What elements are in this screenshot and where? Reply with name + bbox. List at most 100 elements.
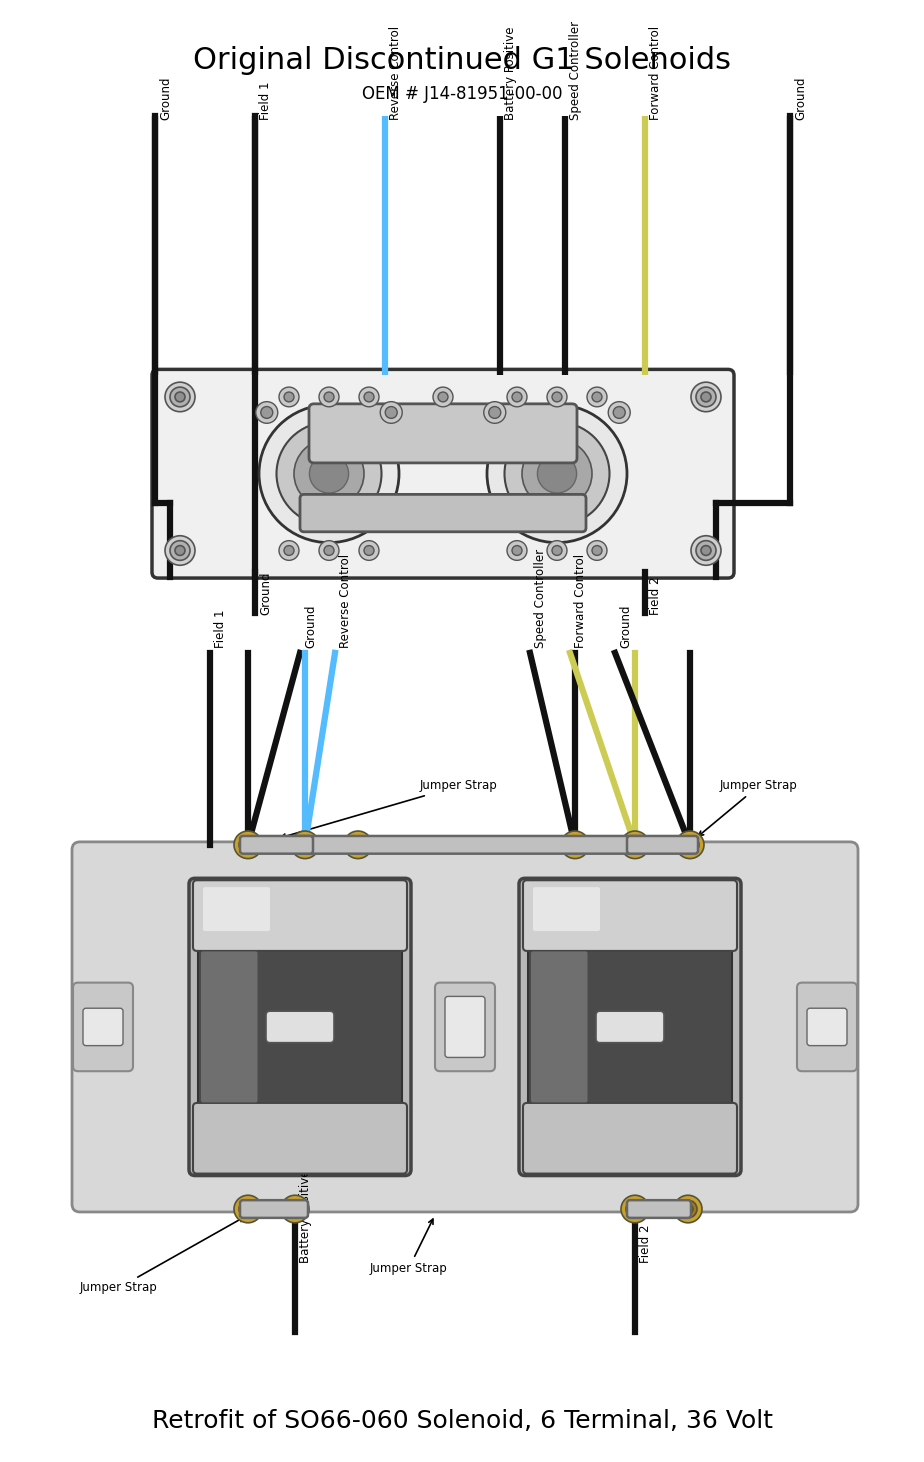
Circle shape bbox=[286, 1200, 304, 1218]
Text: Jumper Strap: Jumper Strap bbox=[281, 779, 498, 839]
Text: Forward Control: Forward Control bbox=[574, 554, 587, 648]
FancyBboxPatch shape bbox=[201, 952, 258, 1102]
Circle shape bbox=[290, 1205, 300, 1213]
FancyBboxPatch shape bbox=[152, 370, 734, 577]
Circle shape bbox=[281, 1196, 309, 1222]
Text: Ground: Ground bbox=[304, 604, 317, 648]
FancyBboxPatch shape bbox=[309, 404, 577, 463]
Circle shape bbox=[681, 836, 699, 854]
Circle shape bbox=[259, 405, 399, 542]
Circle shape bbox=[538, 455, 577, 493]
Circle shape bbox=[279, 541, 299, 560]
Circle shape bbox=[685, 839, 695, 849]
Circle shape bbox=[683, 1205, 693, 1213]
Text: Retrofit of SO66-060 Solenoid, 6 Terminal, 36 Volt: Retrofit of SO66-060 Solenoid, 6 Termina… bbox=[152, 1409, 772, 1433]
Text: Speed Controller: Speed Controller bbox=[534, 548, 547, 648]
Circle shape bbox=[243, 839, 253, 849]
Circle shape bbox=[433, 387, 453, 406]
FancyBboxPatch shape bbox=[193, 1102, 407, 1174]
Text: Field 2: Field 2 bbox=[649, 577, 662, 616]
Circle shape bbox=[679, 1200, 697, 1218]
FancyBboxPatch shape bbox=[73, 982, 133, 1072]
Circle shape bbox=[701, 392, 711, 402]
Circle shape bbox=[319, 387, 339, 406]
Circle shape bbox=[319, 541, 339, 560]
Circle shape bbox=[276, 423, 382, 525]
FancyBboxPatch shape bbox=[531, 952, 588, 1102]
Circle shape bbox=[592, 392, 602, 402]
Circle shape bbox=[364, 545, 374, 556]
Circle shape bbox=[239, 836, 257, 854]
Text: Speed Controller: Speed Controller bbox=[569, 22, 582, 120]
Circle shape bbox=[691, 535, 721, 566]
Circle shape bbox=[630, 1205, 640, 1213]
Text: Ground: Ground bbox=[794, 77, 807, 120]
Text: Battery Positive: Battery Positive bbox=[299, 1170, 312, 1263]
FancyBboxPatch shape bbox=[528, 946, 732, 1108]
FancyBboxPatch shape bbox=[519, 879, 741, 1175]
Circle shape bbox=[234, 1196, 262, 1222]
Circle shape bbox=[324, 545, 334, 556]
Circle shape bbox=[484, 402, 505, 424]
Circle shape bbox=[291, 830, 319, 858]
Circle shape bbox=[310, 455, 348, 493]
Circle shape bbox=[547, 387, 567, 406]
Circle shape bbox=[359, 541, 379, 560]
Circle shape bbox=[489, 406, 501, 418]
Circle shape bbox=[552, 392, 562, 402]
FancyBboxPatch shape bbox=[72, 842, 858, 1212]
Circle shape bbox=[256, 402, 278, 424]
Circle shape bbox=[284, 392, 294, 402]
Circle shape bbox=[175, 392, 185, 402]
FancyBboxPatch shape bbox=[240, 1200, 308, 1218]
FancyBboxPatch shape bbox=[523, 880, 737, 950]
Text: Original Discontinued G1 Solenoids: Original Discontinued G1 Solenoids bbox=[193, 45, 731, 75]
Circle shape bbox=[512, 545, 522, 556]
Text: Jumper Strap: Jumper Strap bbox=[699, 779, 797, 836]
FancyBboxPatch shape bbox=[807, 1009, 847, 1045]
Circle shape bbox=[701, 545, 711, 556]
Circle shape bbox=[175, 545, 185, 556]
Circle shape bbox=[621, 1196, 649, 1222]
Circle shape bbox=[364, 392, 374, 402]
FancyBboxPatch shape bbox=[300, 494, 586, 532]
Circle shape bbox=[380, 402, 402, 424]
Circle shape bbox=[294, 439, 364, 509]
Text: Jumper Strap: Jumper Strap bbox=[80, 1218, 244, 1294]
Circle shape bbox=[284, 545, 294, 556]
Circle shape bbox=[243, 1205, 253, 1213]
FancyBboxPatch shape bbox=[445, 997, 485, 1057]
FancyBboxPatch shape bbox=[523, 1102, 737, 1174]
Circle shape bbox=[608, 402, 630, 424]
Circle shape bbox=[170, 387, 190, 406]
Text: Jumper Strap: Jumper Strap bbox=[370, 1219, 448, 1275]
Circle shape bbox=[234, 830, 262, 858]
FancyBboxPatch shape bbox=[627, 836, 698, 854]
FancyBboxPatch shape bbox=[193, 880, 407, 950]
Text: Field 1: Field 1 bbox=[259, 82, 272, 120]
Text: Reverse Control: Reverse Control bbox=[389, 26, 402, 120]
Circle shape bbox=[300, 839, 310, 849]
Circle shape bbox=[324, 392, 334, 402]
FancyBboxPatch shape bbox=[297, 836, 643, 854]
Circle shape bbox=[566, 836, 584, 854]
Text: Field 1: Field 1 bbox=[214, 610, 227, 648]
FancyBboxPatch shape bbox=[83, 1009, 123, 1045]
Circle shape bbox=[676, 830, 704, 858]
Circle shape bbox=[505, 423, 610, 525]
Circle shape bbox=[353, 839, 363, 849]
Circle shape bbox=[587, 541, 607, 560]
Circle shape bbox=[561, 830, 589, 858]
Circle shape bbox=[621, 830, 649, 858]
Circle shape bbox=[547, 541, 567, 560]
Circle shape bbox=[507, 541, 527, 560]
Text: Field 2: Field 2 bbox=[639, 1225, 652, 1263]
FancyBboxPatch shape bbox=[240, 836, 313, 854]
Text: Ground: Ground bbox=[159, 77, 172, 120]
Circle shape bbox=[630, 839, 640, 849]
Circle shape bbox=[552, 545, 562, 556]
Circle shape bbox=[570, 839, 580, 849]
FancyBboxPatch shape bbox=[533, 887, 600, 931]
Circle shape bbox=[438, 392, 448, 402]
Circle shape bbox=[691, 382, 721, 412]
